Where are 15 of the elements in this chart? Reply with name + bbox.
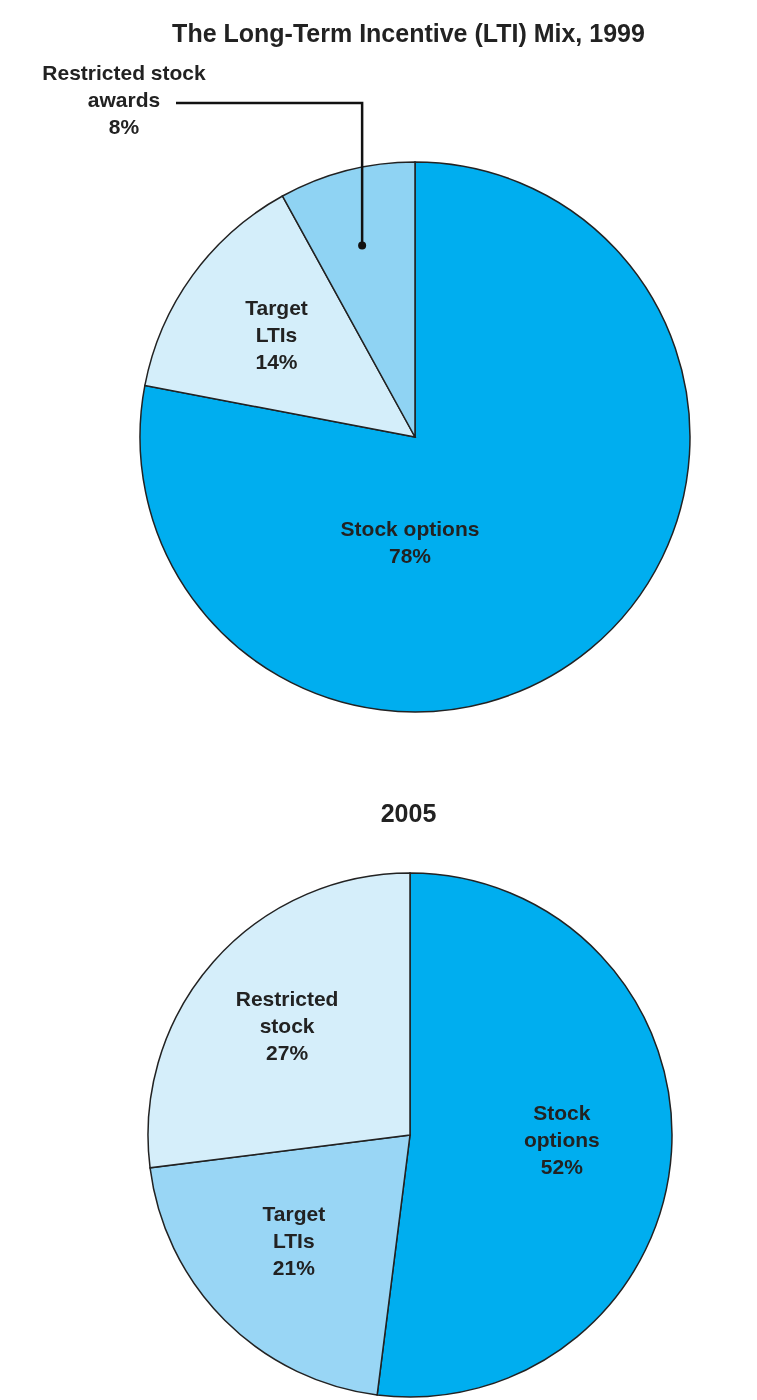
slice-label: Restricted stock [235, 987, 339, 1038]
chart-title: The Long-Term Incentive (LTI) Mix, 1999 [171, 18, 646, 49]
pie-slice [139, 161, 691, 713]
data-label: 78% [388, 543, 432, 567]
data-label: 27% [266, 1041, 309, 1065]
chart-title: 2005 [379, 798, 438, 829]
slice-label: Target LTIs [262, 1202, 326, 1253]
data-label: 21% [272, 1256, 316, 1280]
slice-label: Target LTIs [245, 296, 308, 347]
slice-label: Restricted stock awards [42, 61, 207, 111]
slice-label: Stock options [523, 1100, 600, 1151]
slice-label: Stock options [340, 516, 480, 540]
data-label: 8% [108, 115, 140, 138]
data-label: 14% [255, 350, 298, 374]
data-label: 52% [540, 1154, 584, 1178]
